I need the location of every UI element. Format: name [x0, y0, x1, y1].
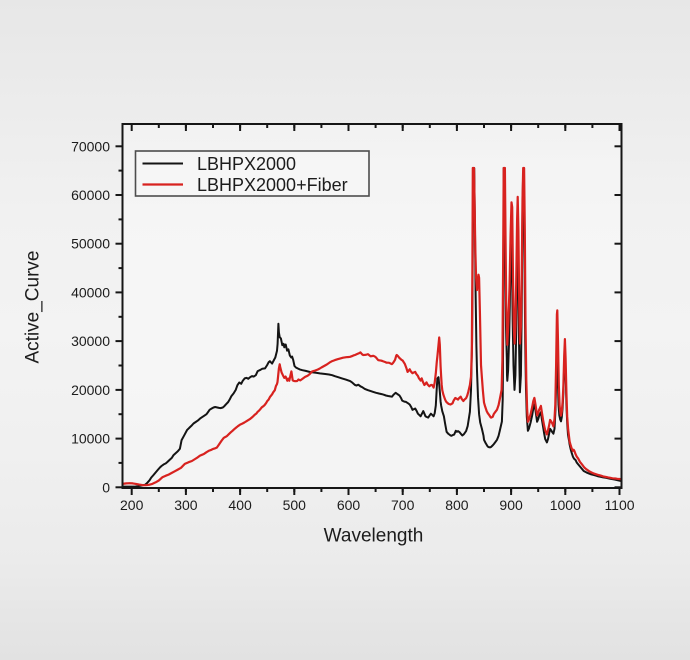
svg-text:Active_Curve: Active_Curve [23, 251, 44, 364]
svg-text:1100: 1100 [604, 497, 634, 513]
svg-text:700: 700 [391, 497, 415, 513]
svg-text:800: 800 [445, 497, 469, 513]
svg-text:20000: 20000 [71, 382, 110, 398]
svg-text:0: 0 [102, 479, 110, 495]
svg-text:50000: 50000 [71, 236, 110, 252]
svg-text:Wavelength: Wavelength [324, 526, 424, 547]
svg-text:10000: 10000 [71, 431, 110, 447]
svg-text:70000: 70000 [71, 138, 110, 154]
svg-text:600: 600 [337, 497, 361, 513]
svg-text:60000: 60000 [71, 187, 110, 203]
svg-text:900: 900 [499, 497, 523, 513]
svg-text:500: 500 [283, 497, 307, 513]
svg-text:200: 200 [120, 497, 144, 513]
svg-text:300: 300 [174, 497, 198, 513]
svg-text:LBHPX2000: LBHPX2000 [197, 154, 296, 174]
svg-text:40000: 40000 [71, 284, 110, 300]
svg-text:400: 400 [228, 497, 252, 513]
svg-text:1000: 1000 [550, 497, 581, 513]
svg-text:30000: 30000 [71, 333, 110, 349]
svg-text:LBHPX2000+Fiber: LBHPX2000+Fiber [197, 175, 348, 195]
